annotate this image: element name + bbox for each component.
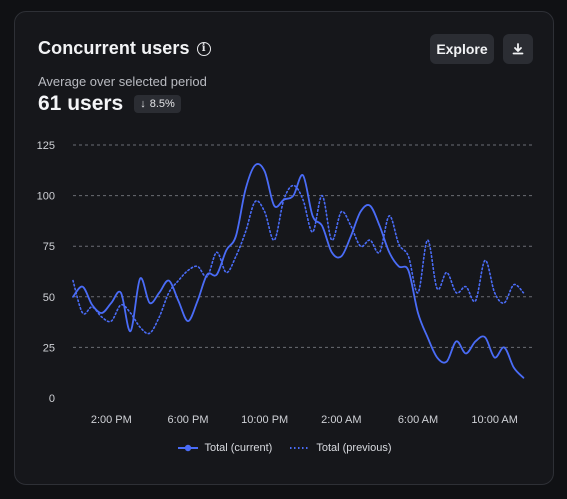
concurrent-users-card: Concurrent users i Explore Average over … [14,11,554,485]
explore-button[interactable]: Explore [430,34,494,64]
legend-swatch-solid [178,444,199,452]
x-tick-label: 6:00 AM [398,414,438,426]
delta-badge: ↓ 8.5% [134,95,181,113]
card-subtitle: Average over selected period [38,74,207,89]
series-line-previous [72,184,525,335]
legend-label-previous: Total (previous) [316,442,392,454]
x-tick-label: 2:00 AM [321,414,361,426]
metric-value: 61 users [38,92,124,115]
download-button[interactable] [503,34,533,64]
y-tick-label: 125 [37,140,55,152]
y-tick-label: 75 [43,241,55,253]
concurrent-users-chart: 0 25 50 75 100 125 2:00 PM 6:00 PM 10:00 PM 2:00 … [37,140,533,426]
legend-item-current[interactable]: Total (current) [178,442,272,454]
y-tick-label: 100 [37,191,55,203]
legend-label-current: Total (current) [204,442,273,454]
title-row: Concurrent users i [38,38,211,59]
download-icon [512,43,524,55]
legend-item-previous[interactable]: Total (previous) [290,442,392,454]
legend-swatch-dotted [290,447,311,449]
metric-row: 61 users ↓ 8.5% [38,92,181,116]
x-tick-label: 10:00 AM [471,414,517,426]
x-tick-label: 10:00 PM [241,414,288,426]
arrow-down-icon: ↓ [140,98,146,110]
delta-value: 8.5% [149,98,175,110]
y-tick-label: 0 [49,393,55,405]
y-tick-label: 25 [43,342,55,354]
info-icon[interactable]: i [196,41,211,56]
x-tick-label: 2:00 PM [91,414,132,426]
x-tick-label: 6:00 PM [168,414,209,426]
series-line-current [72,163,525,379]
chart-legend: Total (current) Total (previous) [15,442,555,454]
y-tick-label: 50 [43,292,55,304]
card-title: Concurrent users [38,38,190,58]
